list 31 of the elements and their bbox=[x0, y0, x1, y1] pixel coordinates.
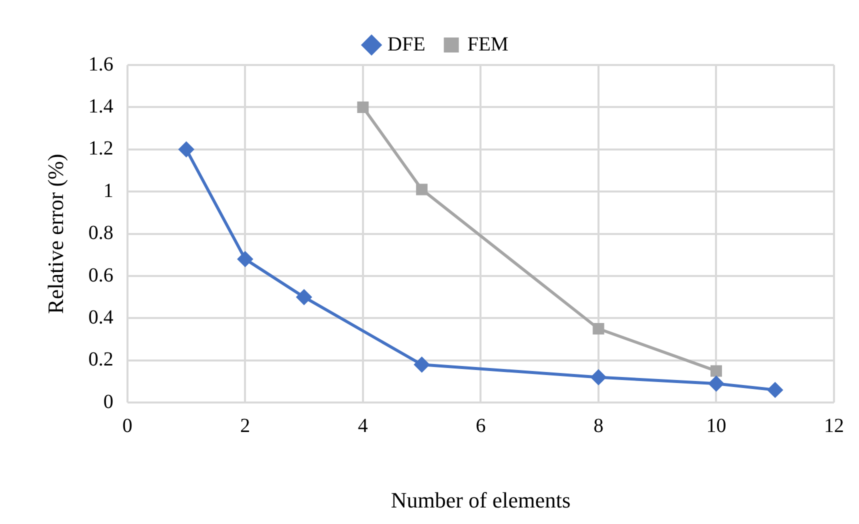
y-tick-label: 1.4 bbox=[88, 95, 114, 118]
point bbox=[768, 382, 783, 398]
point bbox=[710, 365, 722, 377]
y-tick-label: 1.6 bbox=[88, 53, 114, 76]
y-tick-label: 0.8 bbox=[88, 222, 114, 244]
point bbox=[590, 370, 606, 385]
x-tick-label: 8 bbox=[593, 414, 604, 437]
y-tick-label: 1 bbox=[103, 180, 114, 202]
x-tick-label: 6 bbox=[476, 414, 486, 437]
point bbox=[592, 323, 604, 334]
x-tick-label: 4 bbox=[358, 414, 368, 437]
x-axis-title: Number of elements bbox=[390, 488, 571, 513]
y-tick-label: 1.2 bbox=[88, 138, 114, 160]
point bbox=[357, 101, 369, 113]
x-tick-label: 0 bbox=[122, 414, 132, 437]
point bbox=[708, 376, 724, 392]
point bbox=[414, 357, 430, 372]
y-axis-title: Relative error (%) bbox=[42, 154, 68, 314]
point bbox=[238, 252, 253, 267]
point bbox=[416, 184, 428, 196]
y-tick-label: 0.4 bbox=[88, 306, 114, 328]
y-tick-label: 0 bbox=[103, 390, 114, 413]
y-tick-label: 0.6 bbox=[88, 264, 114, 286]
legend-label: DFE bbox=[388, 33, 426, 56]
x-tick-label: 10 bbox=[706, 414, 726, 437]
legend-label: FEM bbox=[467, 33, 509, 56]
point bbox=[296, 290, 312, 305]
x-tick-label: 12 bbox=[824, 414, 844, 437]
y-tick-label: 0.2 bbox=[88, 348, 114, 371]
point bbox=[178, 142, 194, 157]
x-tick-label: 2 bbox=[240, 414, 250, 437]
